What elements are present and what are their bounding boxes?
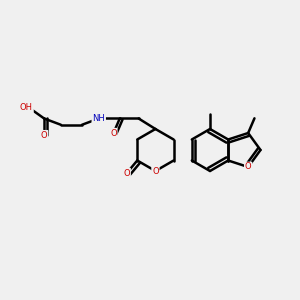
Text: OH: OH (20, 103, 33, 112)
Text: O: O (152, 167, 159, 176)
Text: O: O (245, 163, 251, 172)
Text: O: O (110, 129, 117, 138)
Text: NH: NH (92, 114, 105, 123)
Text: O: O (123, 169, 130, 178)
Text: O: O (41, 131, 47, 140)
